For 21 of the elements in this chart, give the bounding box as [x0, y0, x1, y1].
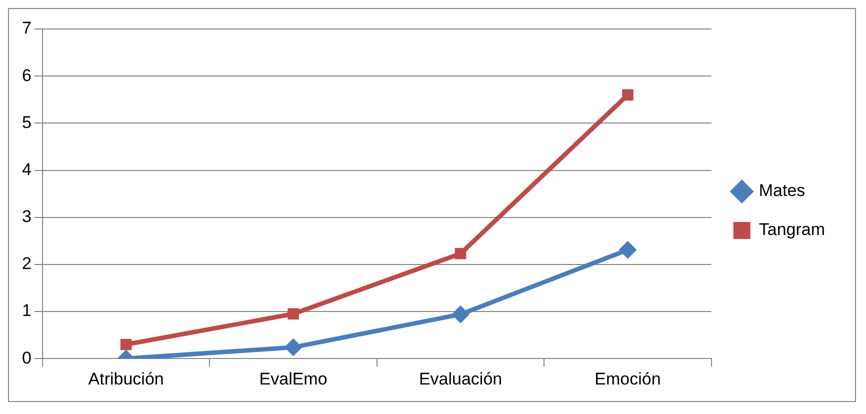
point	[284, 338, 302, 356]
y-tick-label: 6	[22, 66, 32, 85]
point	[622, 89, 634, 101]
y-tick-label: 4	[22, 160, 32, 179]
point	[452, 305, 470, 324]
y-tick-label: 3	[22, 207, 32, 226]
x-tick-label: Evaluación	[418, 369, 502, 388]
point	[120, 338, 132, 350]
legend-label: Tangram	[758, 220, 825, 240]
y-tick-label: 0	[22, 348, 32, 368]
x-tick-label: Emoción	[594, 369, 661, 388]
point	[288, 308, 299, 320]
y-tick-label: 7	[22, 18, 32, 38]
x-tick-label: Atribución	[88, 369, 164, 388]
point	[618, 240, 637, 259]
y-tick-label: 1	[22, 301, 32, 320]
y-tick-label: 5	[22, 112, 32, 132]
point	[454, 248, 466, 260]
x-tick-label: EvalEmo	[259, 369, 328, 388]
y-tick-label: 2	[22, 254, 32, 274]
legend-label: Mates	[758, 181, 806, 200]
